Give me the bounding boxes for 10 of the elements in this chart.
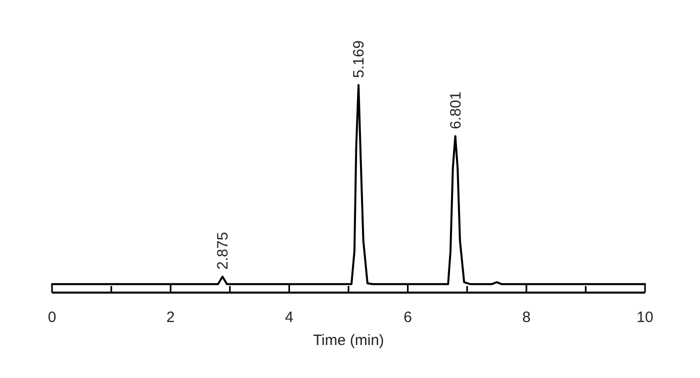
x-tick-label: 8 [522,309,531,326]
x-tick-label: 0 [48,309,56,326]
x-tick-label: 10 [636,309,654,326]
x-tick-label: 2 [166,309,175,326]
x-tick-label: 4 [285,309,294,326]
annotation: 2.875 [214,232,232,270]
annotation: 5.169 [350,40,368,78]
x-tick-label: 6 [404,309,412,326]
x-axis-title: Time (min) [312,332,384,349]
annotation: 6.801 [447,92,464,130]
